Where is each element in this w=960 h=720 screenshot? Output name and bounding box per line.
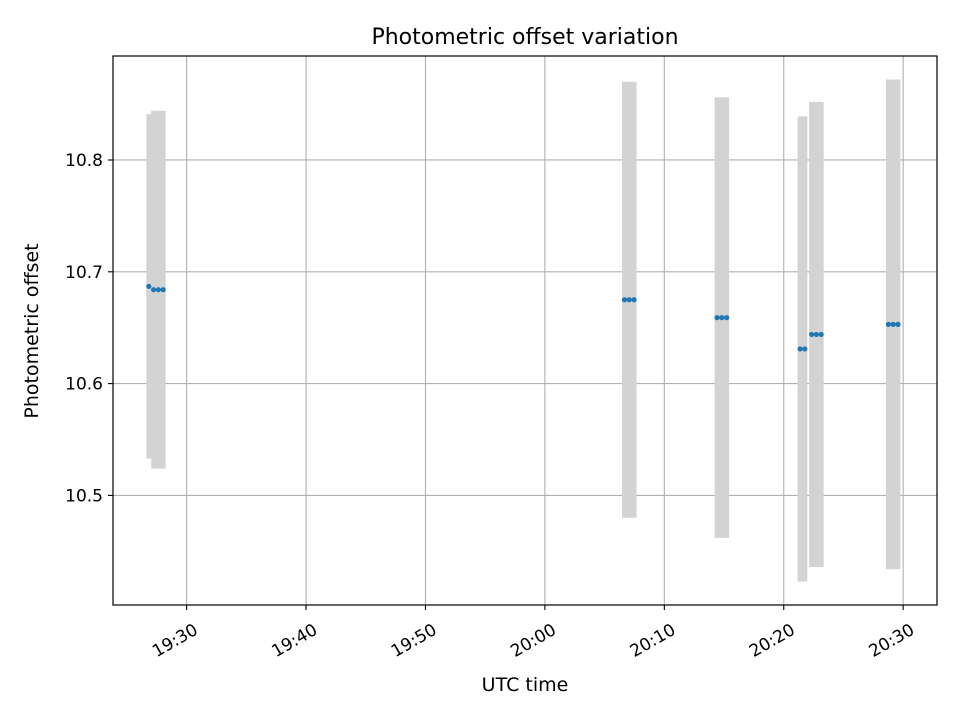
data-point xyxy=(631,297,637,303)
data-point xyxy=(621,297,628,303)
data-point xyxy=(802,346,808,352)
data-point xyxy=(146,283,152,289)
y-tick-label: 10.5 xyxy=(65,486,103,506)
data-point xyxy=(155,287,161,293)
data-point xyxy=(151,287,157,293)
data-point xyxy=(797,346,803,352)
data-point xyxy=(626,297,632,303)
data-point xyxy=(890,321,896,327)
data-point xyxy=(160,287,166,293)
y-tick-label: 10.7 xyxy=(65,263,103,283)
data-point xyxy=(885,321,892,327)
y-tick-label: 10.6 xyxy=(65,375,103,395)
data-point xyxy=(714,315,720,321)
data-points xyxy=(146,283,901,352)
chart-title: Photometric offset variation xyxy=(371,25,678,50)
data-point xyxy=(813,331,819,338)
data-point xyxy=(719,315,725,321)
data-point xyxy=(818,331,824,338)
data-point xyxy=(724,315,730,321)
x-axis-label: UTC time xyxy=(482,674,569,696)
y-tick-label: 10.8 xyxy=(65,151,103,171)
data-point xyxy=(809,331,815,338)
y-axis-label: Photometric offset xyxy=(21,243,43,418)
plot-frame xyxy=(112,55,938,606)
data-point xyxy=(895,321,901,327)
y-axis: 10.5 10.6 10.7 10.8 xyxy=(65,151,113,506)
